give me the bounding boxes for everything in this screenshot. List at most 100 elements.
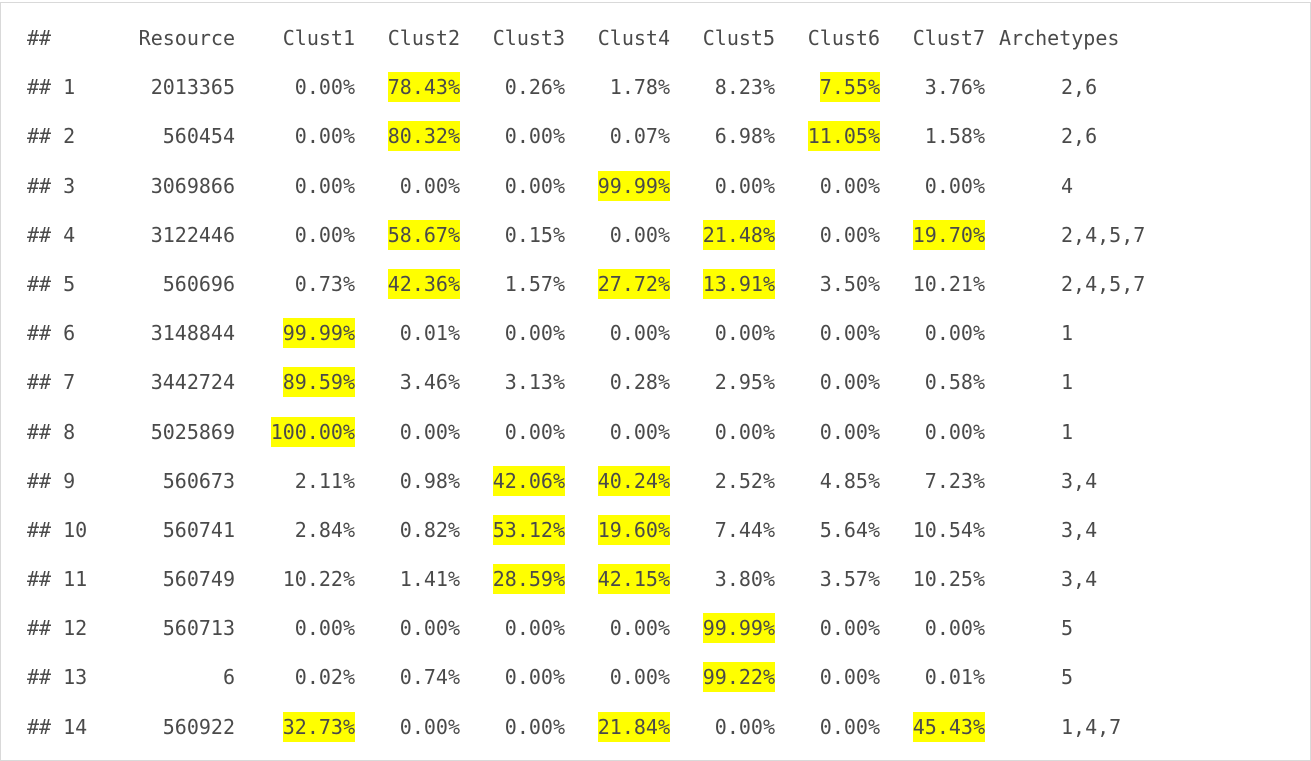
clust2-cell: 0.98% [399, 468, 460, 493]
archetypes-cell: 3,4 [1061, 567, 1098, 592]
clust5-cell: 0.00% [714, 419, 775, 444]
row-prefix: ## 9 [27, 468, 76, 493]
resource-cell: 6 [222, 665, 235, 690]
clust4-cell: 0.00% [609, 419, 670, 444]
clust3-cell: 53.12% [492, 514, 565, 545]
clust4-cell: 1.78% [609, 75, 670, 100]
table-row: ## 6 3148844 99.99% 0.01% 0.00% 0.00% 0.00% 0.0… [27, 318, 1073, 367]
clust5-cell: 99.99% [702, 613, 775, 644]
clust1-cell: 32.73% [282, 711, 355, 742]
header-clust4: Clust4 [597, 26, 670, 50]
clust6-cell: 0.00% [819, 616, 880, 641]
archetypes-cell: 2,4,5,7 [1061, 222, 1146, 247]
clust6-cell: 0.00% [819, 222, 880, 247]
clust2-cell: 58.67% [387, 219, 460, 250]
clust6-cell: 7.55% [819, 72, 880, 103]
clust6-cell: 0.00% [819, 665, 880, 690]
archetypes-cell: 2,6 [1061, 75, 1098, 100]
clust7-cell: 0.00% [924, 321, 985, 346]
archetypes-cell: 5 [1061, 665, 1074, 690]
row-prefix: ## 10 [27, 517, 88, 542]
clust3-cell: 28.59% [492, 564, 565, 595]
row-prefix: ## 1 [27, 75, 76, 100]
table-row: ## 2 560454 0.00% 80.32% 0.00% 0.07% 6.98% 11.0… [27, 121, 1097, 170]
clust4-cell: 21.84% [597, 711, 670, 742]
row-prefix: ## 6 [27, 321, 76, 346]
resource-cell: 3442724 [150, 370, 235, 395]
clust3-cell: 0.00% [504, 124, 565, 149]
header-prefix: ## [27, 26, 52, 50]
clust5-cell: 8.23% [714, 75, 775, 100]
clust5-cell: 21.48% [702, 219, 775, 250]
clust7-cell: 3.76% [924, 75, 985, 100]
table-row: ## 14 560922 32.73% 0.00% 0.00% 21.84% 0.00% 0.… [27, 711, 1121, 761]
archetypes-cell: 1 [1061, 370, 1074, 395]
clust5-cell: 6.98% [714, 124, 775, 149]
clust5-cell: 2.95% [714, 370, 775, 395]
clust1-cell: 0.00% [294, 616, 355, 641]
clust3-cell: 0.00% [504, 714, 565, 739]
clust6-cell: 3.50% [819, 271, 880, 296]
archetypes-cell: 1,4,7 [1061, 714, 1122, 739]
row-prefix: ## 5 [27, 271, 76, 296]
row-prefix: ## 11 [27, 567, 88, 592]
resource-cell: 560454 [162, 124, 235, 149]
cluster-table: ## Resource Clust1 Clust2 Clust3 Clust4 … [27, 23, 1145, 761]
clust7-cell: 7.23% [924, 468, 985, 493]
row-prefix: ## 13 [27, 665, 88, 690]
clust4-cell: 19.60% [597, 514, 670, 545]
clust1-cell: 99.99% [282, 318, 355, 349]
clust4-cell: 0.00% [609, 321, 670, 346]
clust1-cell: 0.00% [294, 222, 355, 247]
table-row: ## 7 3442724 89.59% 3.46% 3.13% 0.28% 2.95% 0.0… [27, 367, 1073, 416]
clust1-cell: 100.00% [270, 416, 355, 447]
clust1-cell: 0.73% [294, 271, 355, 296]
clust6-cell: 4.85% [819, 468, 880, 493]
clust7-cell: 0.00% [924, 419, 985, 444]
archetypes-cell: 2,6 [1061, 124, 1098, 149]
clust4-cell: 0.00% [609, 616, 670, 641]
clust3-cell: 42.06% [492, 465, 565, 496]
clust1-cell: 0.00% [294, 75, 355, 100]
archetypes-cell: 5 [1061, 616, 1074, 641]
clust7-cell: 0.00% [924, 173, 985, 198]
clust6-cell: 0.00% [819, 173, 880, 198]
clust5-cell: 0.00% [714, 714, 775, 739]
clust6-cell: 0.00% [819, 419, 880, 444]
clust6-cell: 5.64% [819, 517, 880, 542]
clust5-cell: 99.22% [702, 662, 775, 693]
clust6-cell: 0.00% [819, 370, 880, 395]
row-prefix: ## 3 [27, 173, 76, 198]
clust4-cell: 0.07% [609, 124, 670, 149]
clust5-cell: 2.52% [714, 468, 775, 493]
clust2-cell: 1.41% [399, 567, 460, 592]
clust7-cell: 0.00% [924, 616, 985, 641]
clust3-cell: 0.00% [504, 616, 565, 641]
clust3-cell: 3.13% [504, 370, 565, 395]
table-row: ## 12 560713 0.00% 0.00% 0.00% 0.00% 99.99% 0.0… [27, 613, 1073, 662]
resource-cell: 560673 [162, 468, 235, 493]
clust7-cell: 10.21% [912, 271, 985, 296]
clust7-cell: 19.70% [912, 219, 985, 250]
resource-cell: 560713 [162, 616, 235, 641]
clust5-cell: 3.80% [714, 567, 775, 592]
clust6-cell: 0.00% [819, 714, 880, 739]
clust4-cell: 40.24% [597, 465, 670, 496]
header-archetypes: Archetypes [999, 26, 1120, 50]
clust6-cell: 3.57% [819, 567, 880, 592]
clust2-cell: 0.01% [399, 321, 460, 346]
header-resource: Resource [138, 26, 235, 50]
clust3-cell: 0.00% [504, 173, 565, 198]
archetypes-cell: 2,4,5,7 [1061, 271, 1146, 296]
clust2-cell: 80.32% [387, 121, 460, 152]
header-clust5: Clust5 [702, 26, 775, 50]
archetypes-cell: 4 [1061, 173, 1074, 198]
resource-cell: 3148844 [150, 321, 235, 346]
clust4-cell: 0.00% [609, 222, 670, 247]
clust4-cell: 0.00% [609, 665, 670, 690]
row-prefix: ## 8 [27, 419, 76, 444]
clust2-cell: 0.00% [399, 714, 460, 739]
clust7-cell: 0.58% [924, 370, 985, 395]
archetypes-cell: 1 [1061, 321, 1074, 346]
